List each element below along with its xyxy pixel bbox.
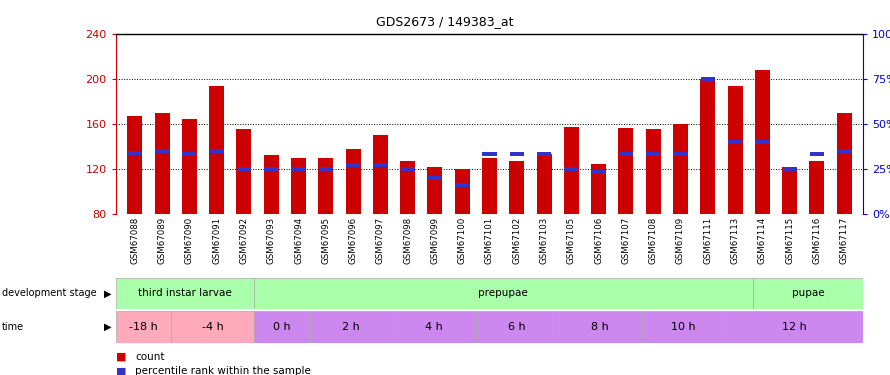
Bar — [564, 127, 578, 214]
Bar — [319, 167, 333, 171]
Text: 12 h: 12 h — [781, 322, 806, 332]
Bar — [753, 278, 863, 309]
Bar — [319, 158, 333, 214]
Bar — [209, 86, 224, 214]
Bar — [510, 152, 524, 156]
Bar — [810, 152, 824, 156]
Bar — [642, 311, 724, 343]
Bar — [646, 152, 660, 156]
Text: 4 h: 4 h — [425, 322, 443, 332]
Bar — [209, 149, 223, 153]
Bar — [619, 128, 634, 214]
Bar — [724, 311, 863, 343]
Bar — [700, 77, 715, 81]
Text: third instar larvae: third instar larvae — [138, 288, 231, 298]
Bar — [837, 149, 852, 153]
Bar — [455, 169, 470, 214]
Bar — [455, 183, 469, 187]
Bar — [155, 112, 170, 214]
Bar — [127, 151, 142, 154]
Text: GDS2673 / 149383_at: GDS2673 / 149383_at — [376, 15, 514, 28]
Bar — [264, 167, 279, 171]
Bar — [673, 124, 688, 214]
Bar — [237, 167, 251, 171]
Bar — [310, 311, 392, 343]
Bar — [255, 311, 310, 343]
Bar — [482, 152, 497, 156]
Text: ■: ■ — [116, 352, 126, 362]
Bar — [782, 167, 797, 171]
Bar — [182, 152, 197, 156]
Bar — [255, 278, 753, 309]
Bar — [755, 70, 770, 214]
Text: pupae: pupae — [791, 288, 824, 298]
Bar — [127, 116, 142, 214]
Bar — [509, 161, 524, 214]
Bar — [674, 152, 688, 156]
Bar — [700, 79, 716, 214]
Bar — [646, 129, 660, 214]
Bar — [373, 135, 388, 214]
Bar — [591, 164, 606, 214]
Bar — [155, 149, 169, 153]
Text: ▶: ▶ — [104, 322, 111, 332]
Bar — [400, 167, 415, 171]
Text: percentile rank within the sample: percentile rank within the sample — [135, 366, 312, 375]
Text: 0 h: 0 h — [273, 322, 291, 332]
Text: time: time — [2, 322, 24, 332]
Text: development stage: development stage — [2, 288, 96, 298]
Bar — [291, 158, 306, 214]
Bar — [116, 278, 255, 309]
Text: ■: ■ — [116, 366, 126, 375]
Bar — [171, 311, 255, 343]
Bar — [475, 311, 559, 343]
Bar — [237, 129, 252, 214]
Bar — [537, 154, 552, 214]
Text: 8 h: 8 h — [591, 322, 609, 332]
Bar — [427, 166, 442, 214]
Bar — [116, 311, 171, 343]
Bar — [291, 167, 305, 171]
Bar — [559, 311, 642, 343]
Text: 2 h: 2 h — [342, 322, 360, 332]
Bar — [809, 161, 824, 214]
Bar — [782, 166, 797, 214]
Bar — [345, 148, 360, 214]
Bar — [263, 155, 279, 214]
Bar — [537, 152, 551, 156]
Bar — [592, 170, 606, 174]
Bar — [400, 161, 415, 214]
Bar — [346, 163, 360, 167]
Bar — [373, 163, 387, 167]
Bar — [564, 167, 578, 171]
Bar — [392, 311, 475, 343]
Text: 10 h: 10 h — [671, 322, 696, 332]
Text: -18 h: -18 h — [129, 322, 158, 332]
Text: 6 h: 6 h — [508, 322, 526, 332]
Bar — [482, 158, 497, 214]
Text: count: count — [135, 352, 165, 362]
Bar — [428, 176, 442, 180]
Text: -4 h: -4 h — [202, 322, 223, 332]
Bar — [182, 119, 197, 214]
Text: ▶: ▶ — [104, 288, 111, 298]
Bar — [727, 86, 742, 214]
Bar — [728, 140, 742, 144]
Bar — [619, 152, 633, 156]
Bar — [837, 112, 852, 214]
Bar — [756, 140, 770, 144]
Text: prepupae: prepupae — [479, 288, 529, 298]
